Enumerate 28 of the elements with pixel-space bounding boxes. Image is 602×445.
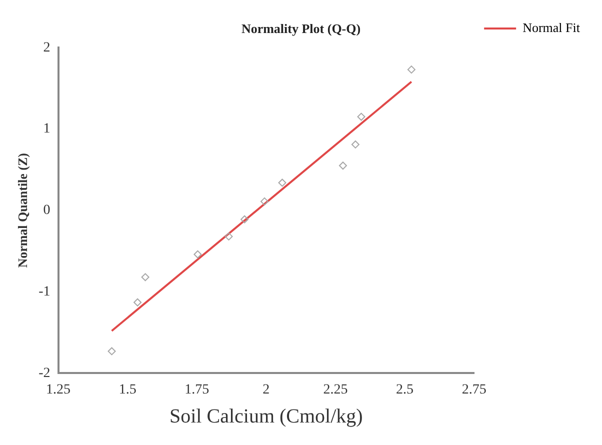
- point: [194, 250, 202, 258]
- point: [141, 273, 150, 282]
- point: [240, 215, 249, 224]
- point: [260, 197, 269, 206]
- x-tick-label: 2.5: [396, 382, 414, 398]
- x-tick-label: 1.25: [46, 382, 71, 398]
- y-tick-label: -1: [38, 284, 50, 300]
- point: [351, 140, 360, 148]
- legend-label: Normal Fit: [522, 20, 580, 35]
- x-tick-label: 2: [262, 382, 270, 398]
- point: [134, 298, 142, 306]
- y-tick-label: -2: [38, 366, 50, 381]
- x-tick-label: 1.5: [118, 382, 136, 398]
- point: [278, 178, 286, 187]
- y-tick-label: 1: [43, 122, 50, 137]
- y-axis-title: Normal Quantile (Z): [15, 152, 30, 268]
- chart-title: Normality Plot (Q-Q): [241, 21, 361, 36]
- x-tick-label: 2.25: [323, 382, 348, 398]
- point: [224, 232, 233, 240]
- point: [407, 66, 416, 74]
- y-tick-label: 0: [43, 203, 50, 218]
- point: [338, 162, 347, 170]
- point: [108, 347, 116, 356]
- x-axis-title: Soil Calcium (Cmol/kg): [170, 405, 363, 428]
- x-tick-label: 1.75: [184, 382, 210, 398]
- point: [357, 112, 366, 121]
- y-tick-label: 2: [43, 40, 50, 56]
- x-tick-label: 2.75: [462, 382, 486, 398]
